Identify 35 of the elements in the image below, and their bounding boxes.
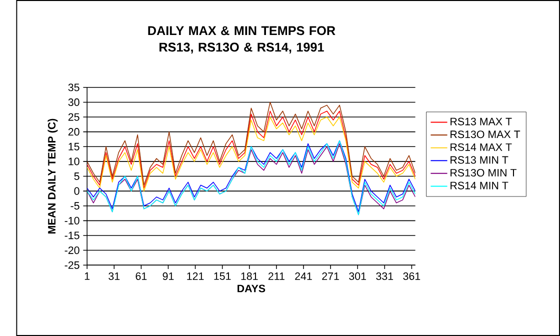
x-tick-label: 31: [108, 272, 120, 280]
legend-label: RS14 MAX T: [450, 143, 512, 151]
legend-label: RS13 MAX T: [450, 118, 512, 126]
chart-title: DAILY MAX & MIN TEMPS FOR RS13, RS13O & RS14, 1991: [148, 26, 336, 54]
x-tick-label: 271: [322, 272, 339, 280]
y-tick-label: 10: [68, 158, 80, 166]
x-tick-label: 241: [295, 272, 312, 280]
y-tick-label: -10: [64, 216, 80, 224]
x-tick-label: 181: [241, 272, 258, 280]
x-tick-label: 211: [268, 272, 284, 280]
y-tick-label: 15: [68, 142, 80, 150]
legend-label: RS13 MIN T: [450, 156, 508, 164]
x-tick-label: 121: [187, 272, 204, 280]
y-tick-label: 35: [68, 84, 80, 92]
y-tick-label: -5: [70, 202, 80, 210]
y-tick-label: -20: [64, 246, 80, 254]
x-tick-label: 331: [376, 272, 394, 280]
y-tick-label: -25: [64, 261, 80, 269]
y-tick-label: 20: [68, 128, 80, 136]
x-tick-label: 91: [162, 272, 174, 280]
legend-label: RS13O MAX T: [450, 130, 520, 138]
y-tick-label: -15: [64, 232, 80, 240]
x-tick-label: 361: [403, 272, 420, 280]
y-axis-title: MEAN DAILY TEMP (C): [48, 118, 58, 234]
x-tick-label: 301: [349, 272, 366, 280]
y-tick-label: 30: [68, 98, 80, 106]
legend-label: RS14 MIN T: [450, 182, 508, 190]
x-axis-title: DAYS: [238, 284, 266, 292]
y-tick-label: 0: [74, 187, 80, 195]
x-tick-label: 151: [214, 272, 231, 280]
x-tick-label: 61: [136, 272, 147, 280]
y-tick-label: 5: [74, 172, 80, 180]
x-tick-label: 1: [84, 272, 90, 280]
legend-label: RS13O MIN T: [450, 168, 517, 177]
y-tick-label: 25: [68, 113, 80, 121]
